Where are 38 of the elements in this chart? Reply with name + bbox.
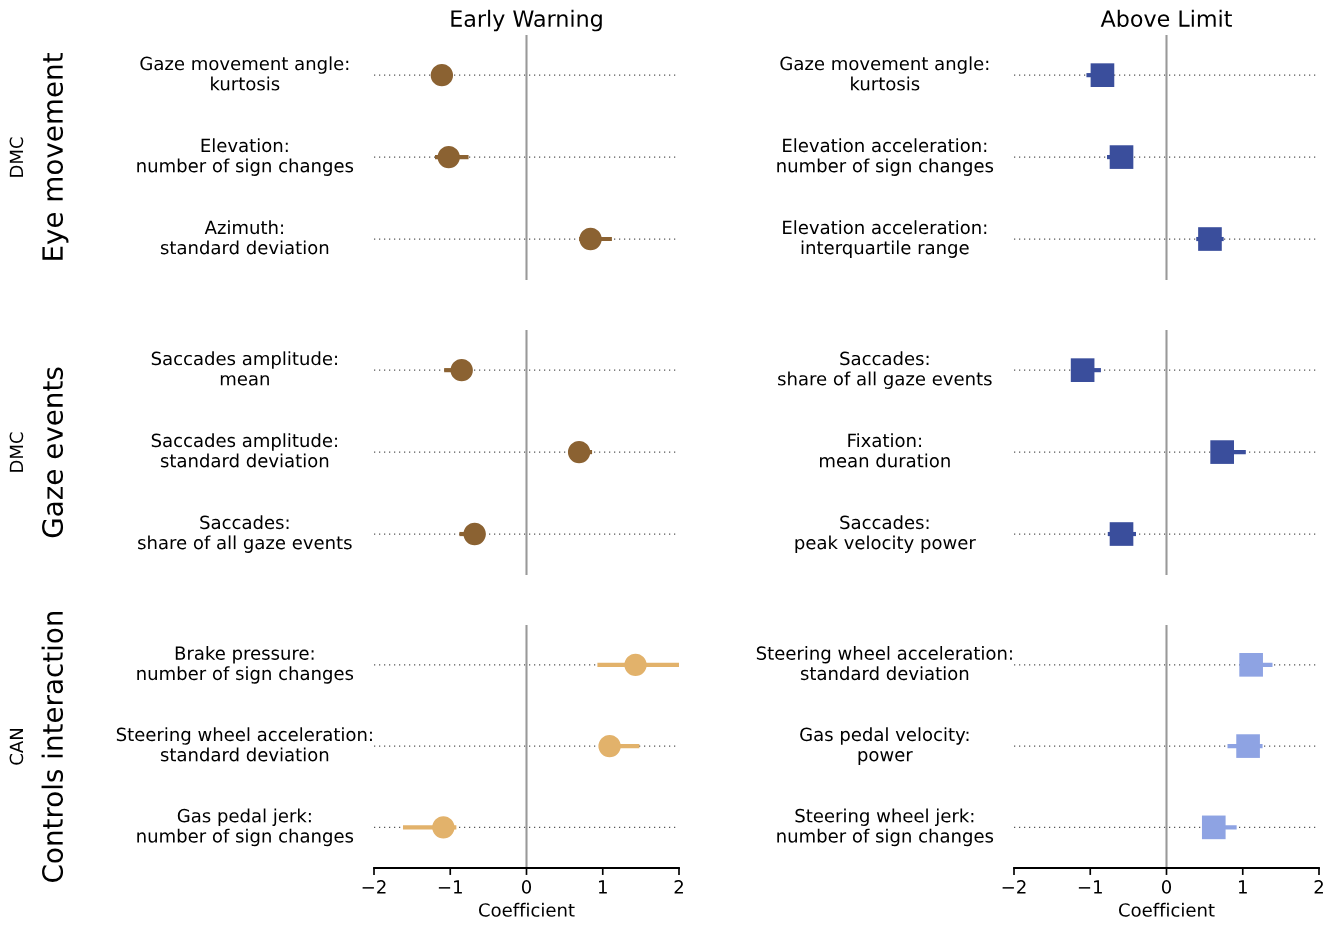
y-tick-label: Saccades: share of all gaze events [778, 351, 992, 389]
y-tick-label: Saccades amplitude: mean [151, 351, 337, 386]
y-tick-label: Steering wheel acceleration: standard deviation [756, 645, 1012, 681]
x-tick-label: −2 [362, 880, 386, 894]
x-tick-label: 1 [1238, 880, 1247, 894]
x-tick-label: 0 [521, 880, 532, 894]
x-tick-label: 1 [598, 880, 607, 894]
x-tick-label: 0 [1161, 880, 1172, 894]
y-tick-label: Gaze movement angle: kurtosis [140, 56, 349, 91]
chart-title: Early Warning [451, 9, 602, 32]
text: DMC [9, 137, 24, 177]
x-tick-label: 2 [1314, 880, 1323, 894]
y-axis-title: Eye movement [42, 53, 69, 260]
y-tick-label: Saccades amplitude: standard deviation [151, 433, 337, 468]
y-tick-label: Elevation acceleration: number of sign changes [777, 138, 994, 176]
y-tick-label: Elevation acceleration: interquartile range [783, 220, 987, 258]
y-tick-label: Elevation: number of sign changes [137, 138, 354, 176]
x-axis-title: Coefficient [478, 902, 575, 917]
y-tick-label: Fixation: mean duration [820, 433, 950, 468]
x-tick-label: 2 [674, 880, 683, 894]
y-tick-label: Saccades: peak velocity power [795, 515, 976, 553]
y-tick-label: Steering wheel acceleration: standard deviation [116, 727, 372, 762]
y-tick-label: Gas pedal velocity: power [800, 727, 969, 765]
chart-title: Above Limit [1100, 9, 1232, 27]
x-tick-label: −2 [1002, 880, 1026, 894]
text: DMC [9, 432, 24, 472]
y-tick-label: Brake pressure: number of sign changes [137, 645, 354, 684]
y-tick-label: Gas pedal jerk: number of sign changes [137, 808, 354, 847]
y-tick-label: Gaze movement angle: kurtosis [780, 56, 989, 91]
x-axis-title: Coefficient [1118, 902, 1215, 917]
text: CAN [9, 729, 24, 765]
y-tick-label: Steering wheel jerk: number of sign changes [777, 808, 994, 847]
y-tick-label: Azimuth: standard deviation [160, 220, 329, 255]
y-tick-label: Saccades: share of all gaze events [138, 515, 352, 553]
y-axis-title: Gaze events [42, 367, 64, 538]
x-tick-label: −1 [1078, 880, 1102, 894]
x-tick-label: −1 [438, 880, 462, 894]
y-axis-title: Controls interaction [41, 611, 64, 882]
